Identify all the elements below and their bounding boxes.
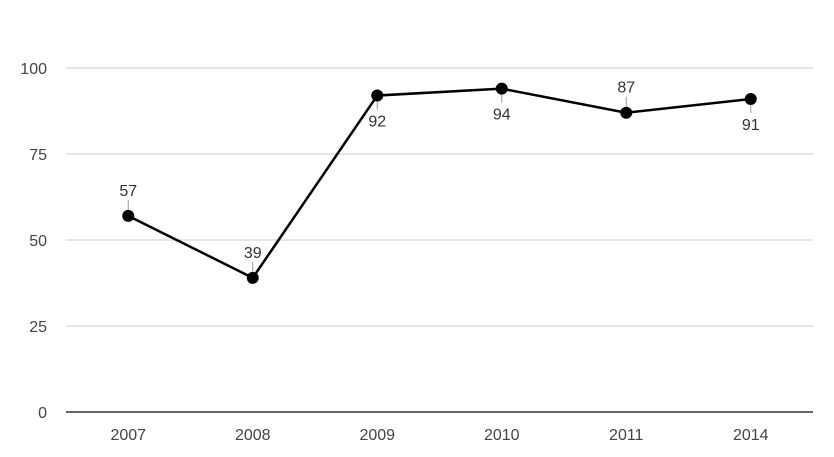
x-tick-label: 2014 bbox=[733, 427, 769, 444]
data-label: 39 bbox=[244, 245, 262, 262]
data-point bbox=[744, 92, 757, 105]
y-tick-label: 25 bbox=[29, 319, 47, 336]
series-line bbox=[127, 87, 751, 280]
data-label: 87 bbox=[617, 80, 635, 97]
y-tick-label: 100 bbox=[20, 61, 47, 78]
data-label: 92 bbox=[368, 114, 386, 131]
data-point bbox=[495, 82, 508, 95]
series-layer bbox=[122, 82, 757, 284]
data-label: 94 bbox=[493, 107, 511, 124]
x-tick-label: 2009 bbox=[359, 427, 395, 444]
data-label: 57 bbox=[119, 183, 137, 200]
x-tick-label: 2011 bbox=[609, 427, 644, 444]
x-tick-label: 2007 bbox=[110, 427, 146, 444]
x-tick-label: 2010 bbox=[484, 427, 520, 444]
data-point bbox=[620, 106, 633, 119]
x-tick-label: 2008 bbox=[235, 427, 271, 444]
data-label: 91 bbox=[742, 117, 760, 134]
data-point bbox=[246, 271, 259, 284]
data-labels: 57 39 92 94 87 91 bbox=[119, 80, 760, 272]
y-tick-label: 50 bbox=[29, 233, 47, 250]
data-point bbox=[122, 209, 135, 222]
x-axis-tick-labels: 2007 2008 2009 2010 2011 2014 bbox=[110, 427, 768, 444]
data-point bbox=[371, 89, 384, 102]
y-tick-label: 75 bbox=[29, 147, 47, 164]
gridlines bbox=[66, 67, 813, 413]
y-axis-tick-labels: 0 25 50 75 100 bbox=[20, 61, 47, 422]
y-tick-label: 0 bbox=[38, 405, 47, 422]
